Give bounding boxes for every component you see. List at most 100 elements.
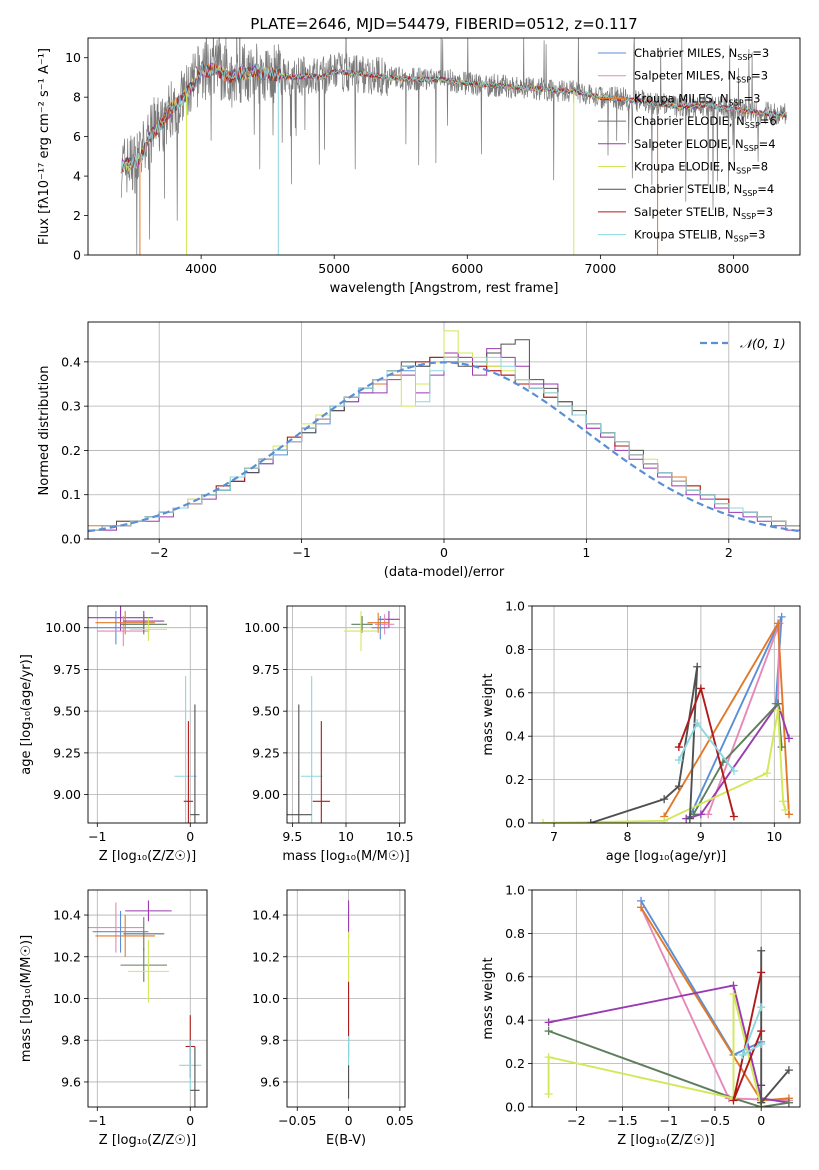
weight-marker (674, 756, 683, 765)
y-axis-label: age [log₁₀(age/yr)] (19, 654, 34, 775)
errorbar-point (88, 611, 144, 645)
plot-area-spectrum (120, 38, 788, 255)
errorbar-point (367, 612, 389, 633)
weight-marker (784, 810, 793, 819)
legend-label-main: Chabrier STELIB, N (634, 182, 742, 196)
y-tick-label: 9.75 (53, 662, 81, 677)
legend-label-suffix: =3 (749, 228, 766, 242)
x-tick-label: 0 (440, 545, 448, 560)
y-tick-label: 10 (65, 50, 81, 65)
x-axis-label: mass [log₁₀(M/M☉)] (282, 849, 409, 864)
weight-marker (781, 805, 790, 814)
x-axis-label: (data-model)/error (384, 565, 505, 580)
x-tick-label: 0 (186, 829, 194, 844)
x-axis-label: Z [log₁₀(Z/Z☉)] (99, 1133, 196, 1148)
x-axis-label: E(B-V) (326, 1133, 366, 1148)
weight-marker (777, 743, 786, 752)
errorbar-point (92, 910, 149, 953)
weight-line (692, 701, 783, 815)
y-tick-label: 9.8 (61, 1033, 81, 1048)
errorbar-point (174, 676, 197, 823)
legend-label-suffix: =8 (751, 160, 768, 174)
x-tick-label: 7000 (584, 261, 616, 276)
x-tick-label: −1 (88, 829, 106, 844)
plot-area-weight_vs_age (539, 612, 793, 823)
x-tick-label: −1 (88, 1113, 106, 1128)
weight-marker (784, 734, 793, 743)
errorbar-point (95, 915, 155, 957)
legend-label: Chabrier STELIB, NSSP=4 (634, 182, 774, 198)
legend-label-main: Chabrier ELODIE, N (634, 114, 745, 128)
x-tick-label: 8 (623, 829, 631, 844)
weight-marker (544, 1018, 553, 1027)
weight-line (677, 685, 735, 817)
x-axis-label: wavelength [Angstrom, rest frame] (330, 281, 559, 296)
errorbar-point (129, 617, 168, 642)
legend-label-suffix: =3 (751, 69, 768, 83)
y-tick-label: 0.2 (505, 1056, 525, 1071)
legend-label: Salpeter ELODIE, NSSP=4 (634, 137, 776, 153)
y-tick-label: 9.75 (252, 662, 280, 677)
y-tick-label: 9.50 (252, 704, 280, 719)
legend-label-sub: SSP (745, 121, 760, 130)
weight-marker (704, 810, 713, 819)
weight-line (548, 1030, 790, 1107)
weight-marker (696, 684, 705, 693)
y-tick-label: 0.3 (61, 399, 81, 414)
weight-marker (777, 612, 786, 621)
y-tick-label: 0 (73, 248, 81, 263)
legend-label-suffix: =3 (756, 205, 773, 219)
weight-marker (660, 795, 669, 804)
errorbar-point (183, 721, 194, 823)
legend-label-main: Kroupa ELODIE, N (634, 160, 736, 174)
normal-curve (88, 361, 800, 533)
x-axis-label: Z [log₁₀(Z/Z☉)] (617, 1133, 714, 1148)
y-tick-label: 10.2 (53, 949, 81, 964)
legend: 𝒩(0, 1) (700, 336, 786, 351)
axes-frame (87, 37, 801, 256)
y-axis-label: mass weight (481, 957, 496, 1039)
legend-label-suffix: =6 (760, 114, 777, 128)
y-tick-label: 0.6 (505, 969, 525, 984)
legend-label-main: Kroupa STELIB, N (634, 228, 734, 242)
x-tick-label: 0 (757, 1113, 765, 1128)
errorbar-point (190, 704, 200, 823)
legend-label-sub: SSP (741, 212, 756, 221)
weight-marker (539, 819, 548, 823)
errorbar-point (190, 1046, 200, 1107)
axes-frame (87, 605, 208, 824)
axes-frame (531, 605, 801, 824)
legend-label: Salpeter STELIB, NSSP=3 (634, 205, 773, 221)
axes-residuals: −2 −1 0 1 2 0.0 0.1 0.2 0.3 0.4 (data-model)/error… (37, 321, 801, 580)
x-tick-label: −2 (567, 1113, 585, 1128)
x-tick-label: −0.05 (278, 1113, 316, 1128)
weight-marker (762, 769, 771, 778)
weight-marker (685, 814, 694, 823)
weight-marker (729, 981, 738, 990)
plot-area-age_vs_mass (287, 611, 400, 823)
errorbar-point (312, 721, 330, 823)
errorbar-point (378, 611, 400, 628)
weight-marker (674, 782, 683, 791)
y-tick-label: 0.4 (505, 729, 525, 744)
errorbar-point (120, 614, 168, 635)
errorbar-point (179, 1040, 202, 1091)
y-tick-label: 1.0 (505, 883, 525, 898)
x-tick-label: −1 (660, 1113, 678, 1128)
axes-weight_vs_age: 7 8 9 10 0.0 0.2 0.4 0.6 0.8 1.0 age [log₁₀(age/yr… (481, 599, 801, 864)
axes-spectrum: 4000 5000 6000 7000 8000 0 2 4 6 8 10 wavelength [A… (37, 37, 801, 296)
y-tick-label: 0.8 (505, 926, 525, 941)
y-tick-label: 8 (73, 90, 81, 105)
axes-mass_vs_Z: −1 0 9.6 9.8 10.0 10.2 10.4 Z [log₁₀(Z/Z☉)] mass… (19, 889, 208, 1148)
weight-marker (757, 1027, 766, 1036)
axes-frame (531, 889, 801, 1108)
weight-marker (738, 1050, 747, 1059)
y-tick-label: 9.6 (61, 1074, 81, 1089)
errorbar-point (351, 616, 373, 633)
weight-marker (544, 1027, 553, 1036)
legend-label: Kroupa MILES, NSSP=3 (634, 91, 760, 107)
weight-marker (729, 766, 738, 775)
x-tick-label: 1 (582, 545, 590, 560)
x-tick-label: −0.5 (700, 1113, 730, 1128)
y-tick-label: 0.8 (505, 642, 525, 657)
